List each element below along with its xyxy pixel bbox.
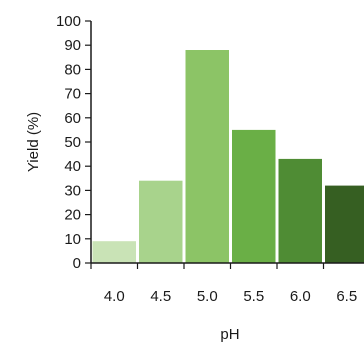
y-tick-label: 80 xyxy=(64,61,81,78)
y-tick-label: 70 xyxy=(64,86,81,103)
bars-group xyxy=(92,50,364,263)
y-axis-ticks: 0 10 20 30 40 50 60 70 80 90 100 xyxy=(56,13,91,272)
x-tick-label: 5.0 xyxy=(197,288,218,305)
y-tick-label: 40 xyxy=(64,158,81,175)
x-tick-label: 6.5 xyxy=(336,288,357,305)
y-tick-label: 60 xyxy=(64,110,81,127)
y-axis-label: Yield (%) xyxy=(25,112,42,172)
x-tick-label: 4.0 xyxy=(104,288,125,305)
bar-4.5 xyxy=(139,180,183,263)
bar-6.5 xyxy=(325,185,364,263)
x-axis-ticks: 4.0 4.5 5.0 5.5 6.0 6.5 xyxy=(90,263,357,305)
x-tick-label: 5.5 xyxy=(243,288,264,305)
y-tick-label: 100 xyxy=(56,13,81,30)
bar-5.5 xyxy=(232,129,276,263)
y-tick-label: 0 xyxy=(73,255,81,272)
bar-5.0 xyxy=(185,50,229,263)
y-tick-label: 10 xyxy=(64,231,81,248)
x-axis-label: pH xyxy=(220,326,239,343)
y-tick-label: 30 xyxy=(64,182,81,199)
y-tick-label: 50 xyxy=(64,134,81,151)
bar-4.0 xyxy=(92,241,136,263)
x-tick-label: 4.5 xyxy=(150,288,171,305)
y-tick-label: 20 xyxy=(64,207,81,224)
x-tick-label: 6.0 xyxy=(290,288,311,305)
y-tick-label: 90 xyxy=(64,37,81,54)
bar-6.0 xyxy=(278,158,322,263)
